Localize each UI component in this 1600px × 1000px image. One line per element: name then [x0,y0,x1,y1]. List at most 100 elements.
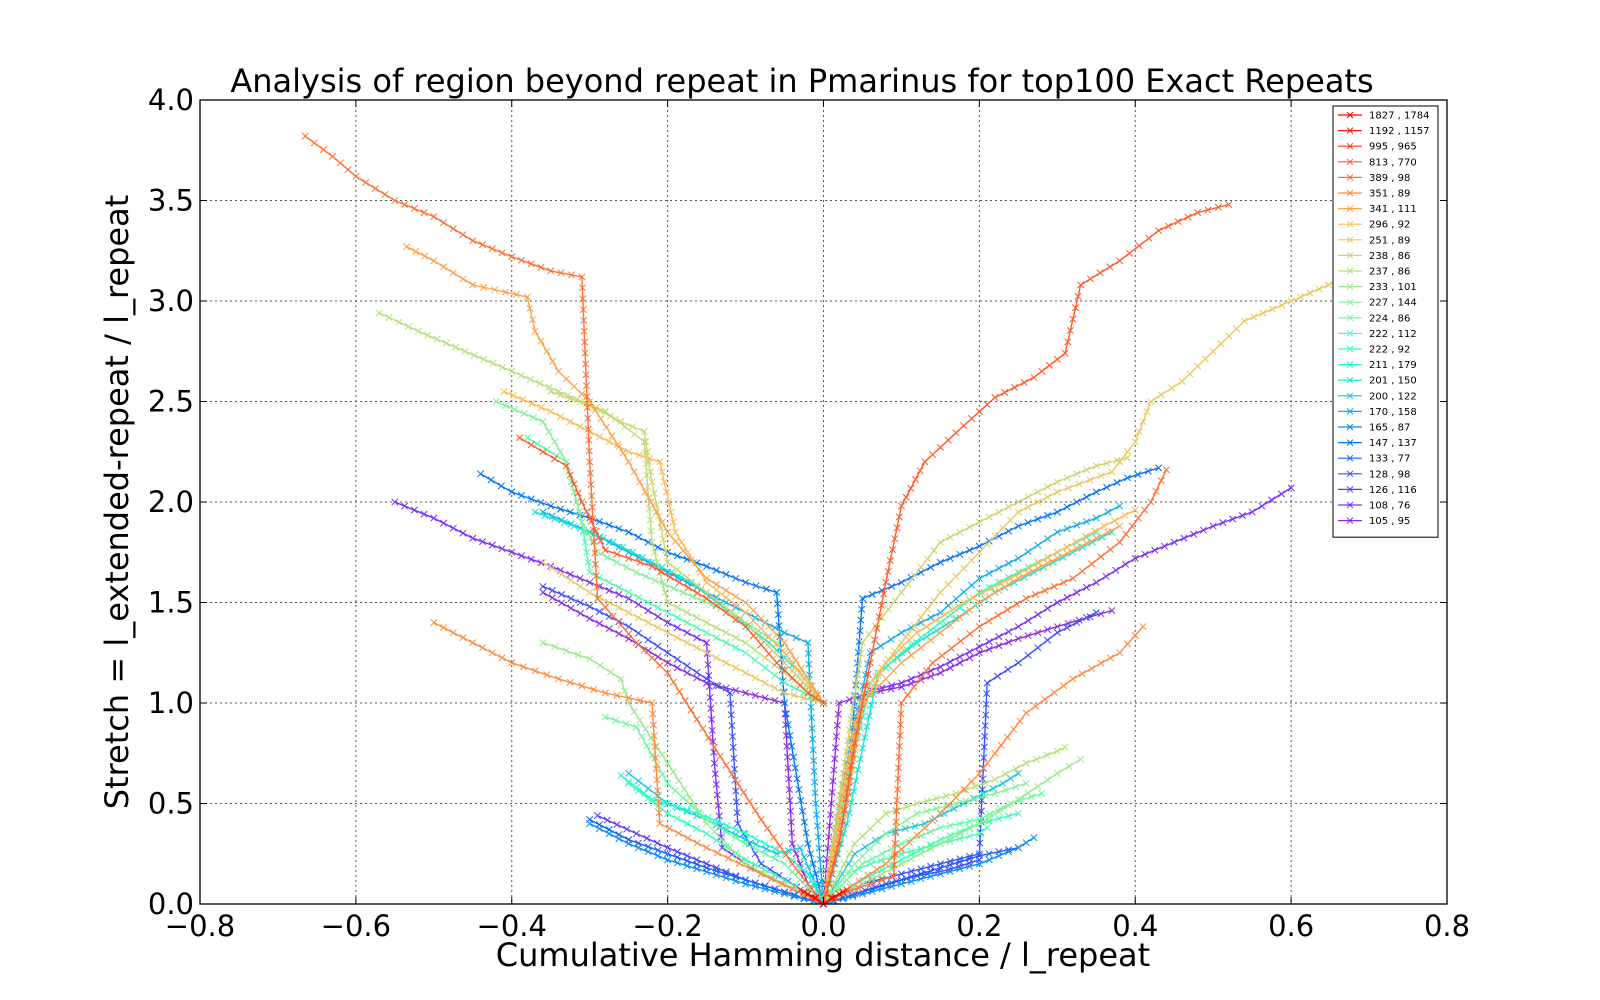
data-point [412,247,420,255]
data-point [946,658,954,666]
data-point [985,592,993,601]
legend-marker [1346,376,1354,384]
data-point [966,648,974,656]
data-point [567,271,576,279]
data-point [640,428,648,436]
data-point [1044,483,1052,491]
data-point [605,521,613,529]
legend-marker [1346,283,1354,290]
series-line-left [550,390,825,704]
data-point [724,854,732,862]
data-point [1121,560,1130,568]
data-point [812,894,820,902]
data-point [1287,297,1295,305]
y-axis: 0.0 0.5 1.0 1.5 2.0 2.5 3.0 3.5 4.0 [148,83,1447,921]
data-point [936,538,944,546]
data-point [1022,779,1030,787]
data-point [855,721,863,729]
data-point [1038,367,1046,375]
data-point [1031,702,1040,710]
data-point [641,725,649,733]
data-point [1005,527,1013,535]
data-point [773,651,781,659]
series-105-95 [539,588,1116,908]
data-point [1082,614,1091,622]
data-point [785,786,793,794]
data-point [673,624,681,632]
data-point [722,608,730,617]
data-point [579,295,587,303]
data-point [757,635,765,643]
data-point [1053,598,1061,607]
data-point [401,502,409,510]
data-point [680,785,688,793]
data-point [1053,548,1061,556]
data-point [835,890,843,898]
data-point [576,398,584,406]
legend-marker [1346,111,1354,119]
data-point [686,794,694,802]
legend-entry: 128 , 98 [1338,469,1410,480]
data-point [878,850,886,858]
data-point [1168,384,1176,392]
data-point [574,489,582,497]
data-point [508,548,516,556]
data-point [1032,755,1041,763]
data-point [1064,338,1072,346]
data-point [301,132,309,140]
data-point [742,639,750,647]
data-point [960,588,968,596]
data-point [888,582,896,590]
data-point [946,822,954,830]
data-point [751,656,759,664]
data-point [930,547,938,555]
data-point [601,689,609,697]
data-point [1044,493,1052,501]
data-point [1248,508,1256,516]
data-point [966,654,974,662]
legend-entry: 227 , 144 [1338,298,1417,309]
data-point [1106,263,1114,271]
data-point [681,697,689,705]
data-point [657,568,665,576]
data-point [539,418,547,426]
data-point [712,624,720,632]
data-point [590,685,598,693]
data-point [975,518,983,526]
data-point [907,847,915,855]
data-point [757,870,765,878]
data-point [780,629,789,637]
data-point [936,840,944,848]
data-point [1034,541,1042,549]
data-point [995,586,1003,594]
data-point [792,634,800,642]
data-point [897,502,905,510]
data-point [1152,487,1160,495]
data-point [897,578,905,586]
data-point [849,750,857,758]
data-point [671,528,679,536]
data-point [638,732,646,741]
data-point [728,770,736,778]
data-point [813,811,821,819]
data-point [816,855,824,863]
data-point [609,612,617,620]
data-point [703,588,711,597]
data-point [751,835,759,843]
data-point [551,643,559,651]
legend-entry: 170 , 158 [1338,407,1417,418]
data-point [809,746,817,754]
legend-entry: 813 , 770 [1338,157,1417,168]
data-point [1086,275,1094,283]
data-point [508,488,516,496]
data-point [459,231,467,239]
data-point [923,807,931,815]
data-point [827,870,835,878]
legend-entry: 133 , 77 [1338,454,1410,465]
data-point [913,629,921,637]
data-point [578,682,586,690]
data-point [634,787,642,795]
data-point [605,830,613,838]
data-point [489,359,497,367]
data-point [971,794,980,803]
